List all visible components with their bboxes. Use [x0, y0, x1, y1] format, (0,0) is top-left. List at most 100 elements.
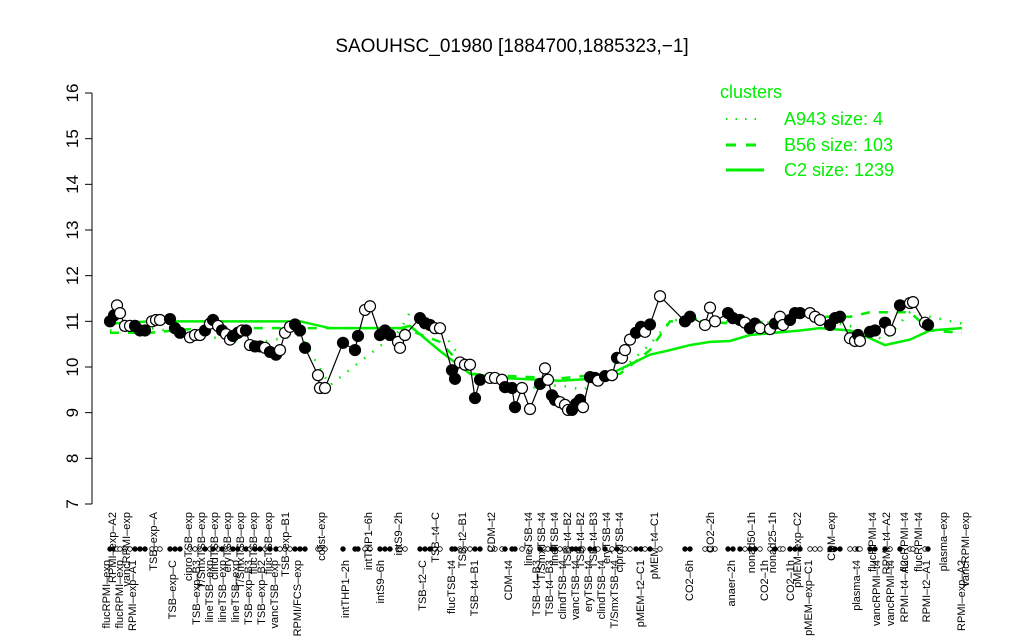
x-tick-label-bottom: flucTSB–t4 [446, 560, 458, 614]
x-tick-label-bottom: plasma–t4 [851, 560, 863, 611]
legend-entry-a943: A943 size: 4 [784, 109, 883, 129]
x-tick-label-top: colist–exp [316, 512, 328, 561]
x-tick-label-top: lineTSB–t4 [549, 512, 561, 566]
x-tick-label-bottom: lineTSB–exp [230, 560, 242, 622]
x-tick-label-bottom: TSB–t4–B3 [544, 560, 556, 616]
y-tick-label: 12 [63, 266, 82, 285]
x-tick-label-top: CDM–t2 [486, 512, 498, 552]
x-tick-label-top: T/SmxTSB–exp [235, 512, 247, 589]
rug-mark [382, 546, 388, 552]
data-points [103, 290, 935, 417]
x-tick-label-bottom: CO2–1h [785, 560, 797, 601]
x-tick-label-top: T/SmxTSB–exp [196, 512, 208, 589]
data-point [643, 318, 657, 331]
data-point [708, 315, 722, 328]
x-tick-label-top: ciproTSB–t4 [614, 512, 626, 573]
x-tick-label-bottom: TSB–exp–B3 [243, 560, 255, 625]
cluster-line-dotted [109, 310, 963, 392]
rug-mark [132, 546, 138, 552]
rug-mark [122, 546, 128, 552]
x-tick-label-bottom: vancRPMI–t4 [885, 560, 897, 626]
rug-mark [910, 546, 916, 552]
data-point [753, 322, 767, 335]
x-tick-label-bottom: TSB–t4–B3 [531, 560, 543, 616]
rug-mark [747, 546, 753, 552]
data-point [153, 313, 167, 327]
x-tick-label-top: vancRPMI–exp [121, 512, 133, 587]
x-tick-label-bottom: intS9–6h [375, 560, 387, 603]
rug-mark [647, 546, 653, 552]
legend-entry-c2: C2 size: 1239 [784, 160, 894, 180]
x-tick-label-top: TSB–t4–B2 [562, 512, 574, 568]
rug-mark [355, 546, 361, 552]
x-tick-label-bottom: TSB–t4–B1 [469, 560, 481, 616]
rug-mark [267, 546, 273, 552]
rug-mark [297, 546, 303, 552]
rug-mark [322, 546, 328, 552]
x-tick-label-bottom: clindTSB–t4 [557, 560, 569, 619]
x-tick-label-top: TSB–t4–C [430, 512, 442, 563]
rug-mark [925, 546, 931, 552]
cluster-line-dashed [110, 310, 963, 380]
data-point [448, 372, 462, 385]
y-tick-label: 11 [63, 313, 82, 331]
rug-mark [832, 546, 838, 552]
rug-mark [402, 546, 408, 552]
rug-mark [292, 546, 298, 552]
rug-mark [657, 546, 663, 552]
x-tick-label-bottom: TSB–exp–C [167, 560, 179, 619]
rug-mark [687, 546, 693, 552]
x-tick-label-bottom: vancTSB–exp [269, 560, 281, 628]
data-point [683, 310, 697, 323]
data-point [906, 296, 920, 309]
rug-mark [682, 546, 688, 552]
rug-mark [872, 546, 878, 552]
x-tick-label-bottom: RPMI–t4–A2 [899, 560, 911, 622]
rug-mark [627, 546, 633, 552]
data-point [293, 324, 307, 337]
rug-mark [340, 546, 346, 552]
rug-mark [537, 546, 543, 552]
x-tick-label-top: intS9–2h [393, 512, 405, 555]
data-point [298, 341, 312, 354]
x-tick-label-bottom: RPMI–exp–A2 [956, 560, 968, 631]
rug-mark [552, 546, 558, 552]
x-tick-label-bottom: lineTSB–exp [204, 560, 216, 622]
data-point [505, 381, 519, 395]
rug-mark [767, 546, 773, 552]
legend-entry-b56: B56 size: 103 [784, 135, 893, 155]
x-tick-label-bottom: CO2–6h [684, 560, 696, 601]
rug-mark [477, 546, 483, 552]
rug-mark [897, 546, 903, 552]
x-tick-label-bottom: T/SmxTSB–t4 [609, 560, 621, 628]
x-tick-label-top: CO2–2h [705, 512, 717, 553]
y-tick-label: 15 [63, 129, 82, 148]
data-point [138, 324, 152, 337]
data-point [653, 290, 667, 303]
data-point [393, 341, 407, 354]
data-point [273, 344, 287, 357]
data-point [921, 318, 935, 332]
rug-mark [742, 546, 748, 552]
x-tick-label-bottom: CDM–t4 [503, 560, 515, 600]
y-tick-label: 13 [63, 221, 82, 240]
rug-marks [107, 546, 931, 552]
x-tick-label-top: TSB–exp–A [148, 511, 160, 570]
data-point [833, 310, 847, 323]
chart-title: SAOUHSC_01980 [1884700,1885323,−1] [335, 36, 688, 57]
legend: clusters A943 size: 4 B56 size: 103 C2 s… [720, 82, 894, 180]
data-point [463, 358, 477, 371]
data-point [605, 369, 619, 382]
rug-mark [302, 546, 308, 552]
x-tick-label-bottom: intTHP1–2h [340, 560, 352, 618]
data-point [173, 326, 187, 339]
rug-mark [157, 546, 163, 552]
y-tick-label: 7 [63, 499, 82, 508]
x-tick-label-bottom: lineTSB–exp [217, 560, 229, 622]
x-tick-label-top: T/SmxTSB–t4 [536, 512, 548, 580]
rug-mark [587, 546, 593, 552]
x-tick-label-top: nonad50–1h [746, 512, 758, 573]
y-tick-label: 9 [63, 408, 82, 417]
rug-mark [252, 546, 258, 552]
